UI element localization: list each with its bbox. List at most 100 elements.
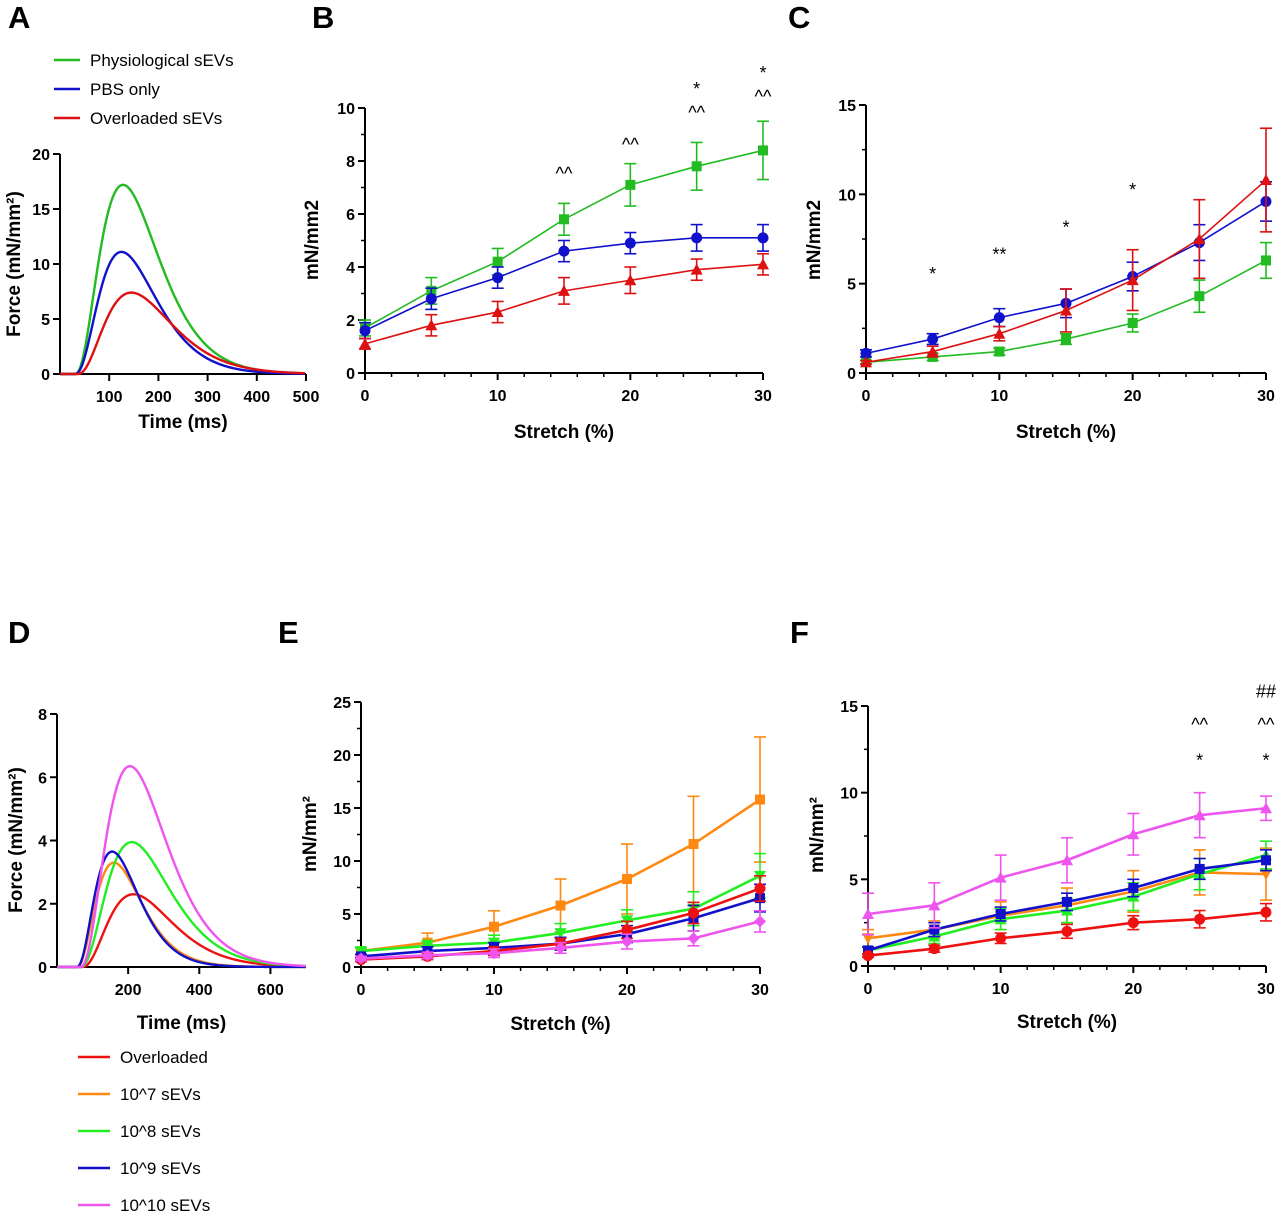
x-tick-label: 10 xyxy=(485,982,503,999)
data-point-circle xyxy=(558,245,570,257)
data-point-triangle xyxy=(1127,828,1140,840)
significance-marker: * xyxy=(1196,751,1203,771)
significance-marker: ^^ xyxy=(622,134,639,154)
data-point-triangle xyxy=(994,871,1007,883)
data-point-diamond xyxy=(355,952,367,965)
x-tick-label: 200 xyxy=(115,982,142,999)
x-tick-label: 20 xyxy=(618,982,636,999)
data-point-circle xyxy=(691,232,703,244)
data-point-triangle xyxy=(491,306,504,318)
data-point-square xyxy=(622,874,632,885)
significance-marker: * xyxy=(693,79,700,99)
significance-marker: ^^ xyxy=(755,87,772,107)
y-tick-label: 8 xyxy=(346,154,355,171)
data-point-triangle xyxy=(993,327,1006,339)
data-point-circle xyxy=(754,883,766,895)
data-point-triangle xyxy=(690,263,703,275)
data-point-square xyxy=(929,924,940,935)
data-point-triangle xyxy=(1193,809,1206,821)
data-point-triangle-down xyxy=(1260,869,1272,881)
y-axis-label: mN/mm2 xyxy=(302,200,323,280)
y-tick-label: 0 xyxy=(38,960,47,977)
data-point-circle xyxy=(688,907,699,919)
panel-label-e: E xyxy=(278,615,299,650)
x-tick-label: 100 xyxy=(96,389,123,406)
legend: Overloaded 10^7 sEVs 10^8 sEVs 10^9 sEVs 10^… xyxy=(78,1048,210,1215)
data-point-square xyxy=(555,900,566,911)
x-tick-label: 0 xyxy=(864,981,873,998)
significance-marker: ** xyxy=(992,244,1006,264)
x-tick-label: 30 xyxy=(1257,388,1275,405)
data-point-circle xyxy=(1127,917,1139,929)
y-tick-label: 15 xyxy=(840,699,858,716)
y-tick-label: 5 xyxy=(847,277,856,294)
x-tick-label: 500 xyxy=(293,389,320,406)
y-tick-label: 15 xyxy=(333,801,351,818)
transient-overloaded xyxy=(57,893,306,969)
data-point-square xyxy=(995,909,1006,919)
data-point-triangle-down xyxy=(862,933,874,945)
y-tick-label: 10 xyxy=(337,101,355,118)
x-axis-label: Stretch (%) xyxy=(1016,422,1116,443)
y-axis-label: mN/mm² xyxy=(807,797,828,873)
y-tick-label: 10 xyxy=(32,257,50,274)
significance-marker: ^^ xyxy=(1258,714,1275,734)
data-point-diamond xyxy=(687,932,700,945)
data-point-triangle xyxy=(1193,233,1206,244)
legend: Physiological sEVs PBS only Overloaded sEV… xyxy=(54,51,234,128)
y-tick-label: 6 xyxy=(38,770,47,787)
y-tick-label: 6 xyxy=(346,207,355,224)
data-point-square xyxy=(1128,883,1139,893)
x-tick-label: 10 xyxy=(990,388,1008,405)
data-point-diamond xyxy=(554,941,567,954)
data-point-square xyxy=(489,921,499,932)
data-point-triangle xyxy=(926,345,939,357)
data-point-triangle-down xyxy=(554,928,567,940)
y-tick-label: 15 xyxy=(838,98,856,115)
data-point-square xyxy=(559,214,569,225)
data-point-circle xyxy=(993,312,1005,324)
series-overloaded-sevs xyxy=(860,127,1272,368)
data-point-circle xyxy=(492,272,504,284)
significance-marker: * xyxy=(759,63,766,83)
legend-label: 10^7 sEVs xyxy=(120,1085,201,1104)
significance-marker: * xyxy=(1262,751,1269,771)
data-point-square xyxy=(625,179,636,190)
data-point-circle xyxy=(995,932,1007,944)
x-tick-label: 20 xyxy=(1124,388,1142,405)
data-point-triangle xyxy=(862,908,874,919)
panel-a-chart: 100 200 300 400 500 0 5 10 15 20 Time (ms) Force (m… xyxy=(4,51,319,433)
x-tick-label: 30 xyxy=(751,982,769,999)
series-10-9-sevs xyxy=(862,849,1272,956)
x-tick-label: 20 xyxy=(621,388,639,405)
x-tick-label: 10 xyxy=(489,388,507,405)
y-tick-label: 10 xyxy=(838,187,856,204)
panel-label-f: F xyxy=(790,615,809,650)
y-axis-label: Force (mN/mm²) xyxy=(6,767,27,913)
series-10-10-sevs xyxy=(862,791,1272,936)
legend-label: 10^9 sEVs xyxy=(120,1159,201,1178)
data-point-triangle xyxy=(1061,854,1073,866)
y-tick-label: 0 xyxy=(346,366,355,383)
data-point-diamond xyxy=(754,915,766,928)
y-tick-label: 5 xyxy=(41,312,50,329)
y-tick-label: 15 xyxy=(32,202,50,219)
data-point-circle xyxy=(425,293,437,305)
panel-label-b: B xyxy=(312,0,334,35)
x-tick-label: 200 xyxy=(145,389,172,406)
x-tick-label: 0 xyxy=(357,982,366,999)
panel-b-chart: 0 10 20 30 0 2 4 6 8 10 Stretch (%) mN/mm2 ^^ ^^ ^^ * ^^… xyxy=(302,63,772,443)
data-point-triangle xyxy=(1126,274,1139,286)
data-point-square xyxy=(1261,255,1271,266)
data-point-square xyxy=(1194,863,1205,874)
significance-marker: ^^ xyxy=(556,164,573,184)
x-axis-label: Stretch (%) xyxy=(1017,1012,1117,1033)
data-point-circle xyxy=(928,943,940,955)
data-point-circle xyxy=(1260,906,1272,918)
y-tick-label: 4 xyxy=(346,260,355,277)
transient-10-9-sevs xyxy=(57,850,306,969)
panel-label-d: D xyxy=(8,615,30,650)
data-point-square xyxy=(1194,291,1205,302)
x-tick-label: 0 xyxy=(361,388,370,405)
data-point-triangle xyxy=(757,258,769,270)
